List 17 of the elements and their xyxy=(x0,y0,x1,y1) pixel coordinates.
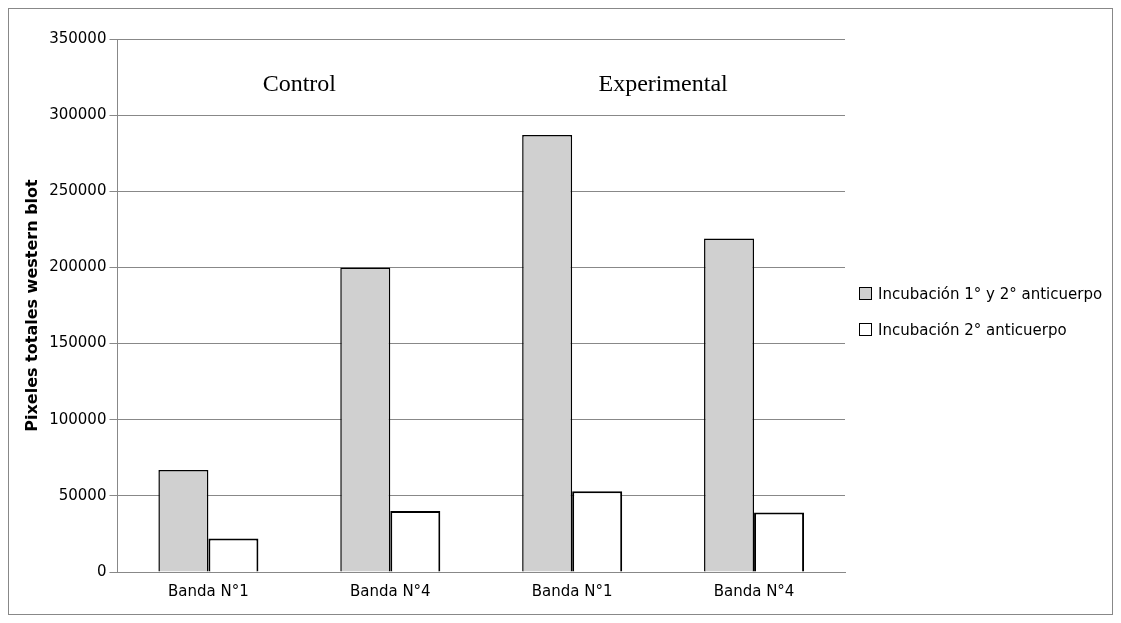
y-tick-label: 100000 xyxy=(49,409,107,428)
y-tick-label: 250000 xyxy=(49,181,107,200)
y-tick-label: 350000 xyxy=(49,28,107,47)
x-tick-label: Banda N°4 xyxy=(349,581,431,600)
legend-label: Incubación 1° y 2° anticuerpo xyxy=(878,284,1103,303)
x-tick-label: Banda N°1 xyxy=(168,581,249,600)
x-tick-label: Banda N°1 xyxy=(531,581,613,600)
y-tick-label: 300000 xyxy=(49,105,107,124)
text: Incubación 2° anticuerpo xyxy=(878,320,1067,339)
y-tick-label: 0 xyxy=(96,561,107,580)
y-tick-label: 50000 xyxy=(58,485,107,504)
y-tick-label: 150000 xyxy=(49,333,107,352)
annotation: Control xyxy=(262,70,337,97)
annotation: Experimental xyxy=(598,70,729,97)
y-tick-label: 200000 xyxy=(49,257,107,276)
y-axis-title: Pixeles totales western blot xyxy=(21,178,41,432)
x-tick-label: Banda N°4 xyxy=(713,581,795,600)
